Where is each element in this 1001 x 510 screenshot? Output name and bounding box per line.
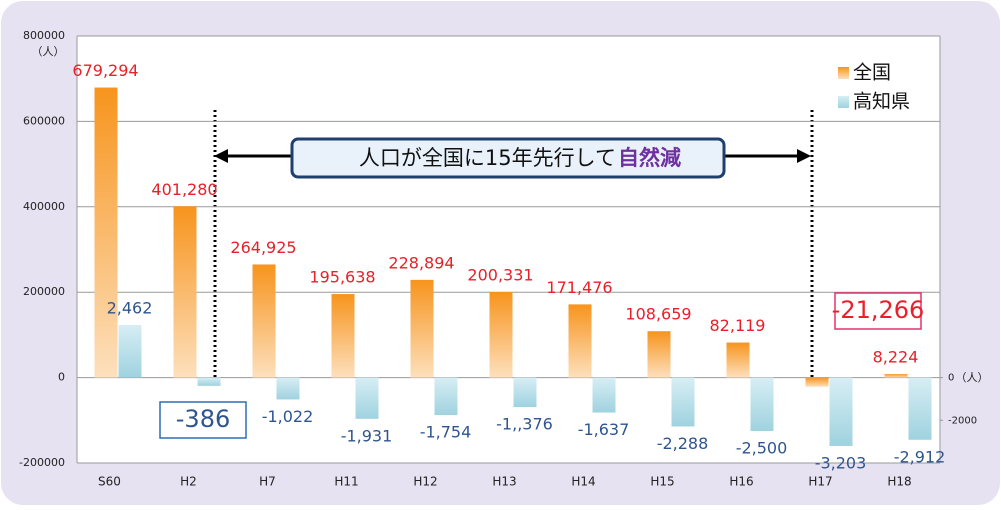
y2-tick-label: -2000 bbox=[948, 415, 977, 426]
bar bbox=[173, 206, 197, 378]
value-label: -1,022 bbox=[262, 407, 314, 426]
bar bbox=[355, 377, 379, 419]
y-tick-label: -200000 bbox=[19, 456, 65, 469]
x-tick-label: H7 bbox=[259, 475, 276, 489]
bar bbox=[592, 377, 616, 413]
bar bbox=[118, 325, 142, 378]
value-label: 82,119 bbox=[710, 316, 766, 335]
value-label: -1,931 bbox=[341, 426, 393, 445]
annotation-box bbox=[290, 137, 726, 179]
plot-area bbox=[77, 36, 940, 463]
x-tick-label: H15 bbox=[650, 475, 674, 489]
bar bbox=[908, 377, 932, 440]
x-tick-label: H13 bbox=[492, 475, 516, 489]
x-tick-label: H14 bbox=[571, 475, 595, 489]
legend-label: 全国 bbox=[853, 62, 891, 84]
bar bbox=[805, 377, 829, 387]
bar bbox=[750, 377, 774, 431]
legend-label: 高知県 bbox=[853, 91, 910, 113]
value-label: 171,476 bbox=[546, 278, 612, 297]
y-unit: （人） bbox=[32, 45, 65, 58]
bar bbox=[726, 342, 750, 378]
x-tick-label: H17 bbox=[808, 475, 832, 489]
value-label: 401,280 bbox=[151, 180, 217, 199]
y-tick-label: 200000 bbox=[23, 285, 65, 298]
value-label: 8,224 bbox=[873, 348, 919, 367]
bar bbox=[276, 377, 300, 400]
value-label: 108,659 bbox=[625, 305, 691, 324]
y-tick-label: 800000 bbox=[23, 29, 65, 42]
value-label: -2,912 bbox=[894, 447, 946, 466]
bar bbox=[568, 304, 592, 378]
legend-swatch bbox=[838, 96, 849, 108]
x-tick-label: S60 bbox=[98, 475, 121, 489]
value-label: -1,,376 bbox=[496, 414, 553, 433]
span-marker bbox=[213, 110, 814, 378]
bar bbox=[434, 377, 458, 416]
value-label: -21,266 bbox=[832, 296, 925, 324]
bar bbox=[331, 294, 355, 378]
value-label: 228,894 bbox=[388, 253, 454, 272]
value-label: -1,637 bbox=[578, 420, 630, 439]
value-label: 264,925 bbox=[230, 238, 296, 257]
bar bbox=[94, 87, 118, 378]
value-label: 679,294 bbox=[72, 61, 138, 80]
bar bbox=[829, 377, 853, 446]
annotation: 人口が全国に15年先行して bbox=[359, 146, 616, 170]
value-label: 200,331 bbox=[467, 266, 533, 285]
bar bbox=[671, 377, 695, 427]
value-label: 2,462 bbox=[107, 299, 153, 318]
value-label: -386 bbox=[176, 405, 230, 433]
y2-unit: （人） bbox=[956, 371, 989, 384]
value-label: -2,288 bbox=[657, 434, 709, 453]
bar bbox=[252, 264, 276, 378]
y2-tick-label: 0 bbox=[948, 373, 954, 384]
bar bbox=[513, 377, 537, 407]
annotation-highlight: 自然減 bbox=[618, 146, 681, 170]
bar bbox=[410, 279, 434, 378]
value-label-box bbox=[159, 401, 247, 439]
bar bbox=[884, 374, 908, 378]
x-tick-label: H11 bbox=[334, 475, 358, 489]
y-tick-label: 0 bbox=[58, 371, 65, 384]
x-tick-label: H18 bbox=[887, 475, 911, 489]
x-tick-label: H12 bbox=[413, 475, 437, 489]
value-label: -1,754 bbox=[420, 423, 472, 442]
y-tick-label: 400000 bbox=[23, 200, 65, 213]
x-tick-label: H2 bbox=[180, 475, 197, 489]
y-tick-label: 600000 bbox=[23, 114, 65, 127]
value-label: -2,500 bbox=[736, 438, 788, 457]
value-label: -3,203 bbox=[815, 453, 867, 472]
value-label-box bbox=[834, 292, 922, 330]
bar bbox=[489, 292, 513, 378]
value-label: 195,638 bbox=[309, 268, 375, 287]
bar bbox=[647, 331, 671, 378]
x-tick-label: H16 bbox=[729, 475, 753, 489]
legend-swatch bbox=[838, 67, 849, 79]
bar bbox=[197, 377, 221, 386]
